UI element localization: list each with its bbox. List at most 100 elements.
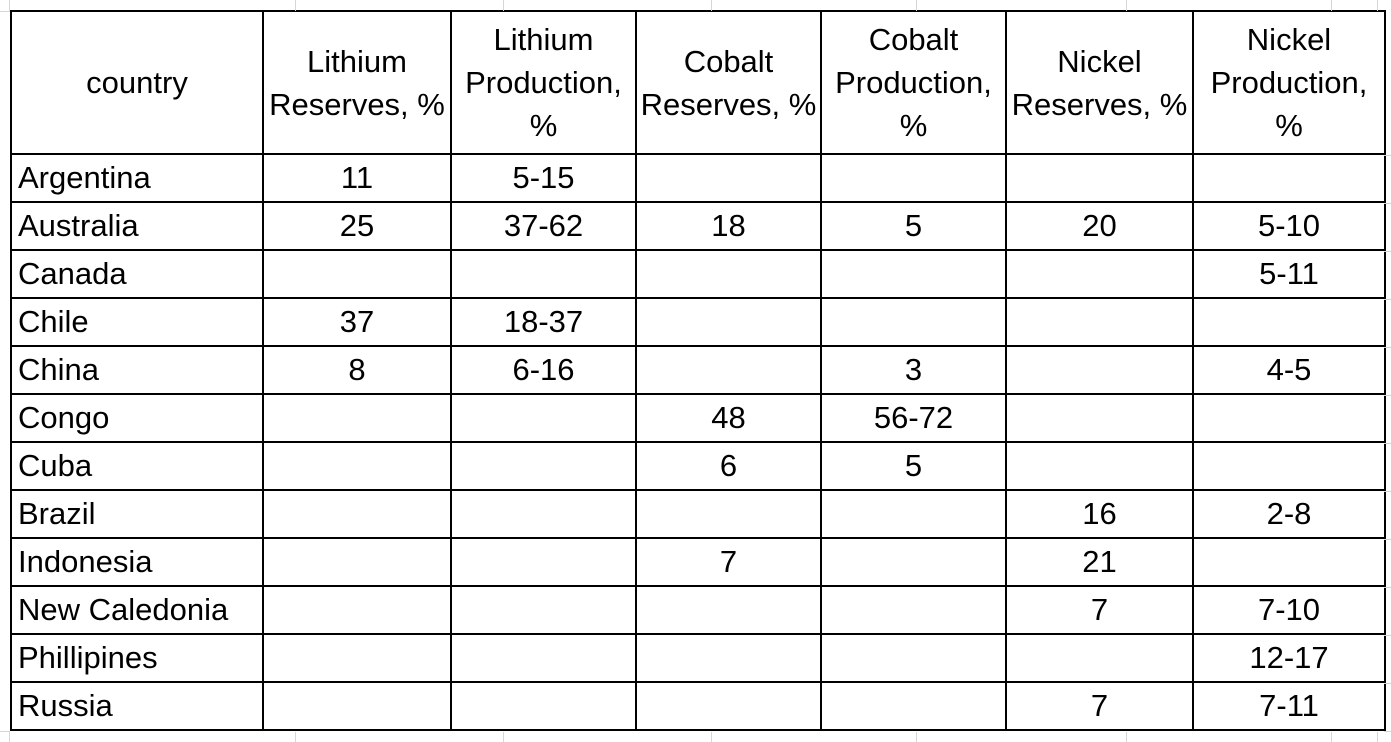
country-cell: China: [10, 345, 264, 395]
country-cell: Brazil: [10, 489, 264, 539]
country-cell: Cuba: [10, 441, 264, 491]
value-cell: [450, 489, 637, 539]
spreadsheet-gridline: [295, 732, 296, 742]
table-row: Canada 5-11: [10, 249, 1386, 299]
spreadsheet-gridline: [0, 731, 10, 732]
spreadsheet-gridline: [1331, 732, 1332, 742]
table-row: Cuba 6 5: [10, 441, 1386, 491]
value-cell: [820, 633, 1007, 683]
value-cell: [450, 249, 637, 299]
value-cell: [820, 153, 1007, 203]
spreadsheet-gridline: [1384, 683, 1391, 684]
table-row: Brazil 16 2-8: [10, 489, 1386, 539]
table-row: New Caledonia 7 7-10: [10, 585, 1386, 635]
value-cell: [820, 297, 1007, 347]
spreadsheet-gridline: [916, 0, 917, 11]
country-cell: Indonesia: [10, 537, 264, 587]
value-cell: [262, 537, 452, 587]
table-row: Phillipines 12-17: [10, 633, 1386, 683]
value-cell: [635, 489, 822, 539]
table-row: Australia 25 37-62 18 5 20 5-10: [10, 201, 1386, 251]
value-cell: [1005, 249, 1194, 299]
spreadsheet-gridline: [9, 732, 10, 742]
value-cell: 8: [262, 345, 452, 395]
spreadsheet-gridline: [1126, 732, 1127, 742]
spreadsheet-gridline: [295, 0, 296, 11]
value-cell: [262, 393, 452, 443]
column-header: Lithium Reserves, %: [262, 10, 452, 155]
column-header: Nickel Reserves, %: [1005, 10, 1194, 155]
value-cell: [1192, 441, 1386, 491]
value-cell: [1192, 297, 1386, 347]
value-cell: 16: [1005, 489, 1194, 539]
spreadsheet-gridline: [916, 732, 917, 742]
value-cell: [450, 441, 637, 491]
country-cell: Australia: [10, 201, 264, 251]
value-cell: [820, 249, 1007, 299]
spreadsheet-gridline: [1384, 347, 1391, 348]
value-cell: [1005, 441, 1194, 491]
spreadsheet-gridline: [1384, 155, 1391, 156]
header-row: country Lithium Reserves, % Lithium Produc…: [10, 10, 1386, 155]
value-cell: 4-5: [1192, 345, 1386, 395]
spreadsheet-gridline: [1384, 635, 1391, 636]
spreadsheet-gridline: [1384, 395, 1391, 396]
spreadsheet-gridline: [1377, 732, 1378, 742]
country-cell: Phillipines: [10, 633, 264, 683]
value-cell: [820, 537, 1007, 587]
spreadsheet-gridline: [1384, 539, 1391, 540]
spreadsheet-gridline: [1377, 0, 1378, 11]
value-cell: [635, 249, 822, 299]
country-cell: Russia: [10, 681, 264, 731]
country-cell: Argentina: [10, 153, 264, 203]
column-header: country: [10, 10, 264, 155]
table-row: Congo 48 56-72: [10, 393, 1386, 443]
spreadsheet-gridline: [1384, 251, 1391, 252]
value-cell: [450, 393, 637, 443]
value-cell: [635, 297, 822, 347]
value-cell: [262, 441, 452, 491]
value-cell: [820, 585, 1007, 635]
column-header: Cobalt Production, %: [820, 10, 1007, 155]
spreadsheet-gridline: [1384, 587, 1391, 588]
value-cell: 37: [262, 297, 452, 347]
spreadsheet-gridline: [0, 11, 10, 12]
spreadsheet-gridline: [1384, 731, 1391, 732]
spreadsheet-gridline: [503, 0, 504, 11]
value-cell: 18-37: [450, 297, 637, 347]
column-header: Cobalt Reserves, %: [635, 10, 822, 155]
value-cell: [262, 681, 452, 731]
spreadsheet-gridline: [1384, 443, 1391, 444]
value-cell: [1005, 393, 1194, 443]
value-cell: 7-10: [1192, 585, 1386, 635]
value-cell: [450, 537, 637, 587]
value-cell: [635, 633, 822, 683]
value-cell: 56-72: [820, 393, 1007, 443]
value-cell: 11: [262, 153, 452, 203]
spreadsheet-gridline: [711, 732, 712, 742]
spreadsheet-gridline: [1384, 299, 1391, 300]
table-row: Indonesia 7 21: [10, 537, 1386, 587]
value-cell: 7: [635, 537, 822, 587]
value-cell: [262, 633, 452, 683]
value-cell: 5-11: [1192, 249, 1386, 299]
country-cell: Canada: [10, 249, 264, 299]
value-cell: [820, 681, 1007, 731]
value-cell: [1005, 153, 1194, 203]
value-cell: [820, 489, 1007, 539]
value-cell: 5: [820, 441, 1007, 491]
table-row: Argentina 11 5-15: [10, 153, 1386, 203]
value-cell: [1005, 345, 1194, 395]
table-row: Chile 37 18-37: [10, 297, 1386, 347]
value-cell: 3: [820, 345, 1007, 395]
value-cell: 12-17: [1192, 633, 1386, 683]
value-cell: 2-8: [1192, 489, 1386, 539]
value-cell: [450, 681, 637, 731]
spreadsheet-gridline: [1384, 491, 1391, 492]
spreadsheet-gridline: [1384, 203, 1391, 204]
minerals-table: country Lithium Reserves, % Lithium Produc…: [10, 10, 1386, 731]
value-cell: [1192, 153, 1386, 203]
spreadsheet-gridline: [9, 0, 10, 11]
spreadsheet-gridline: [503, 732, 504, 742]
